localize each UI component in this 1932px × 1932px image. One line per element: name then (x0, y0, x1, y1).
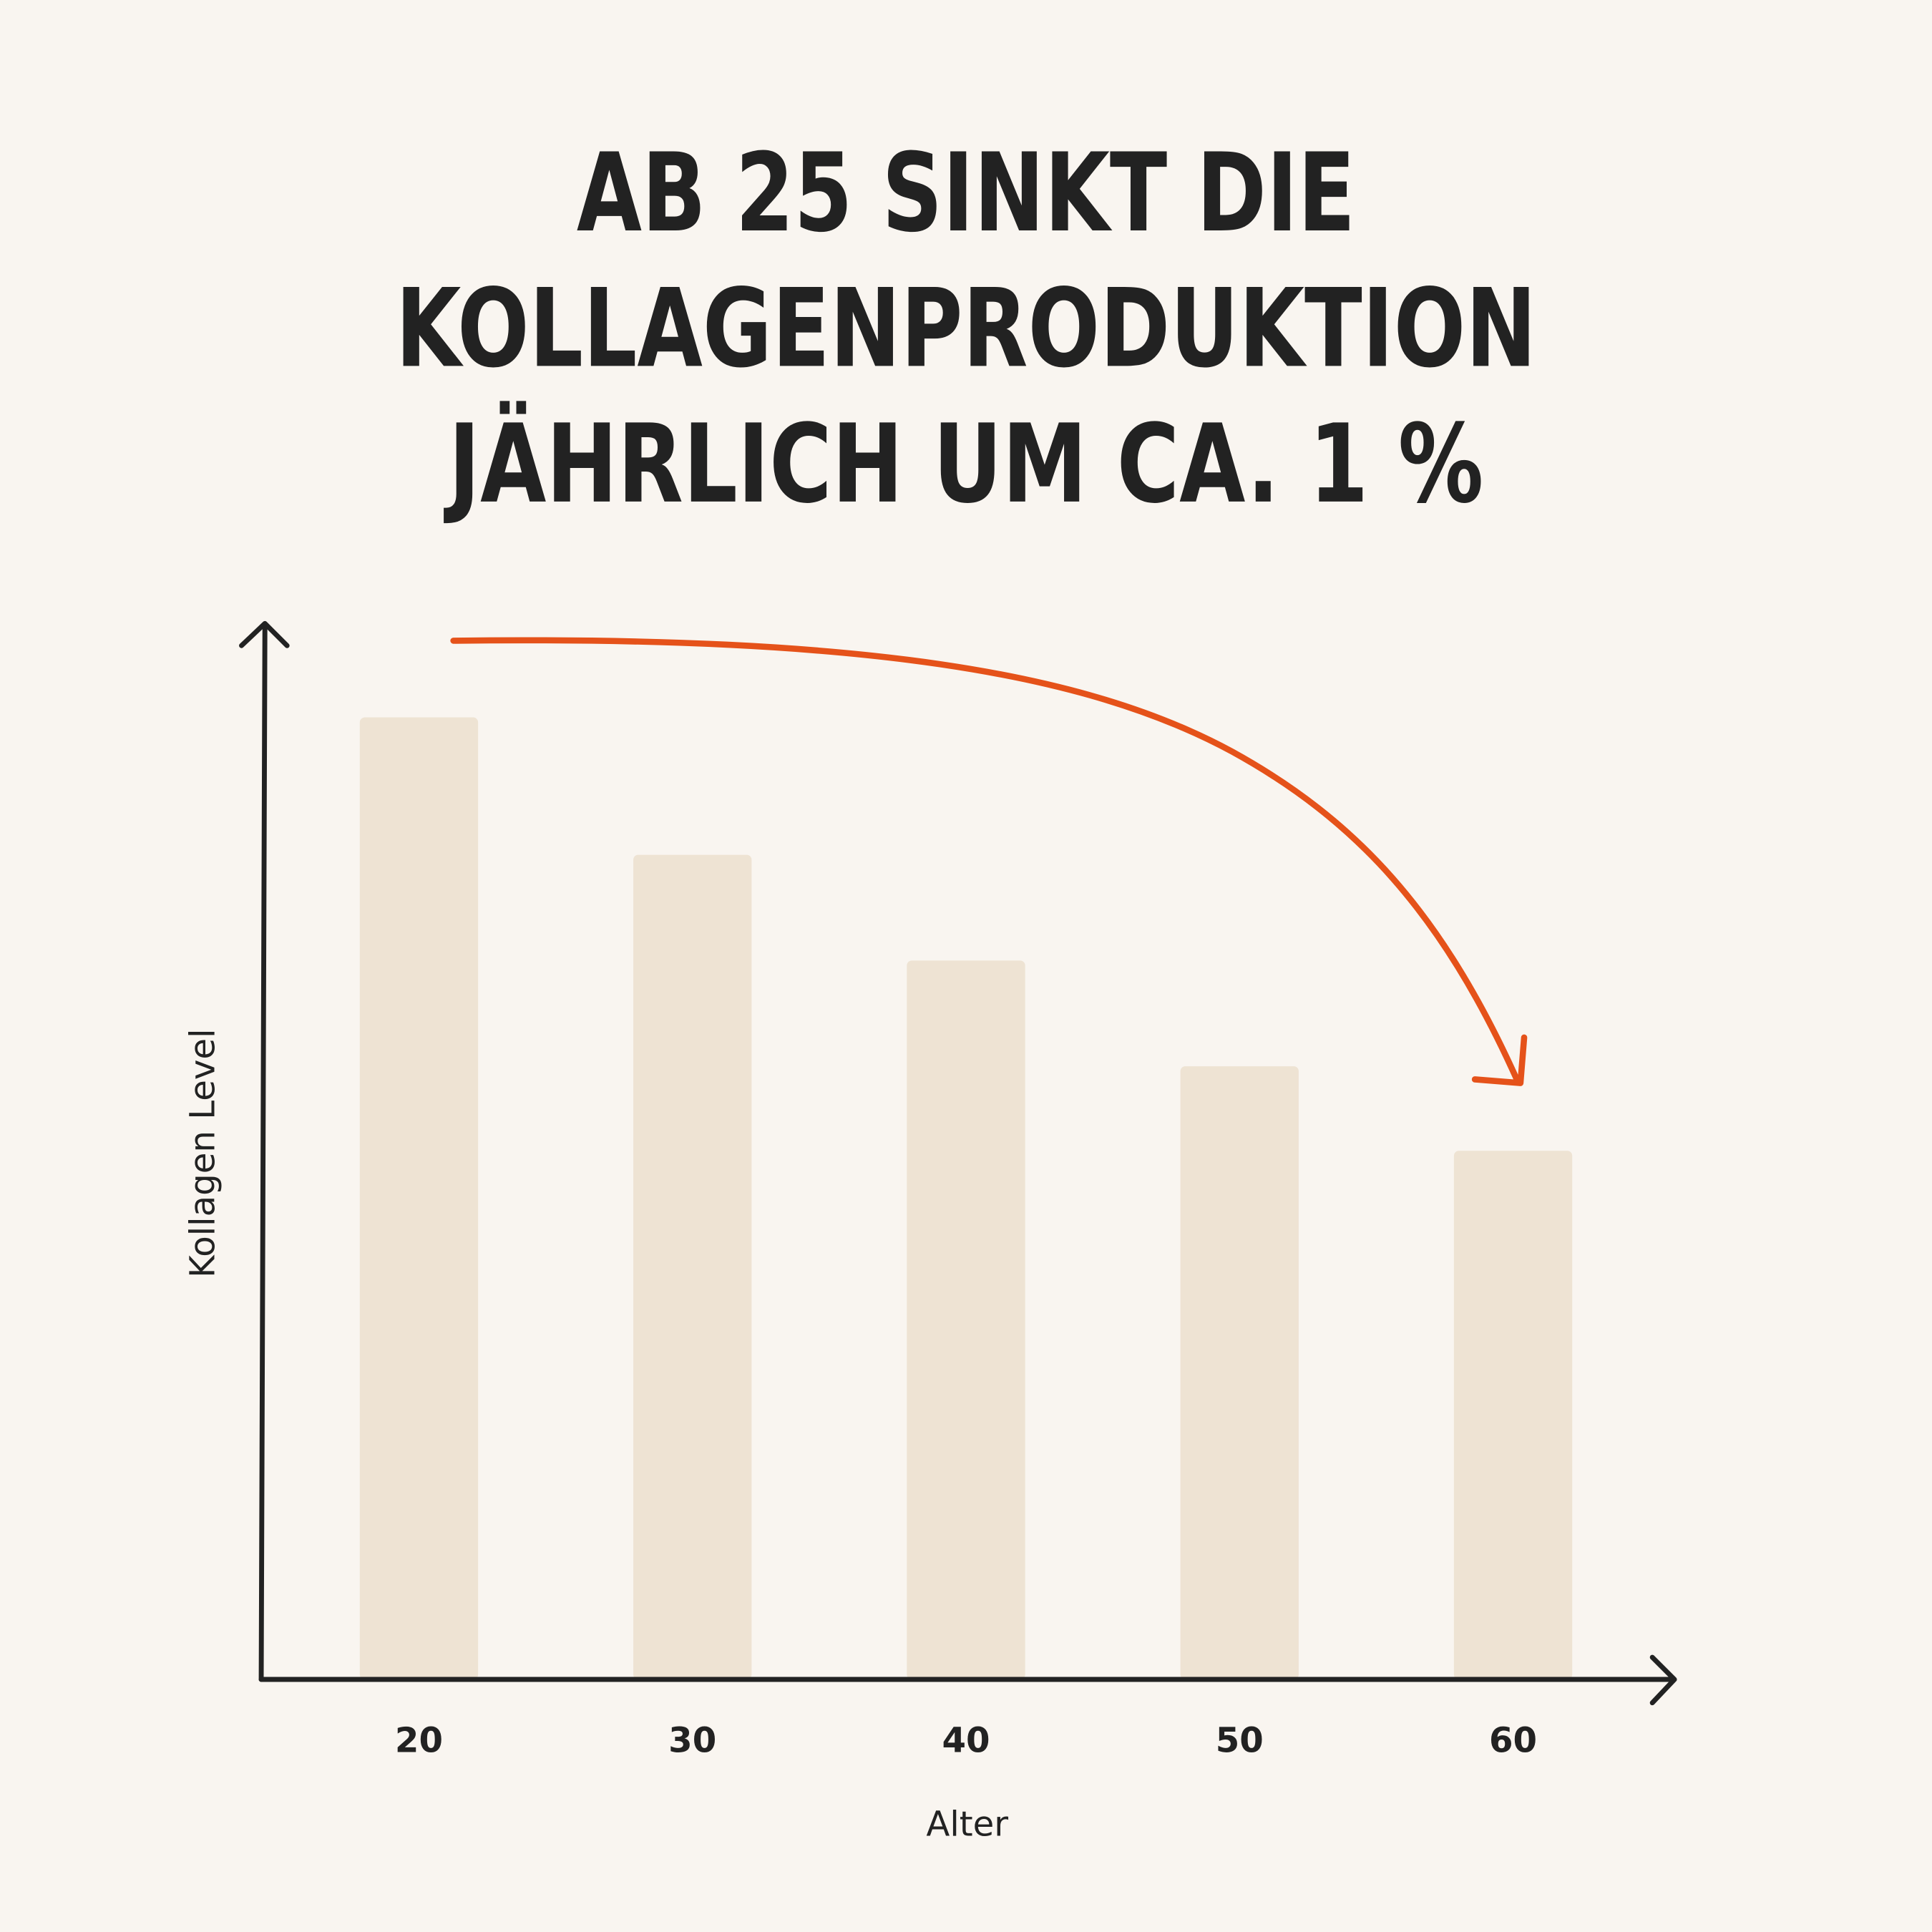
axes (239, 620, 1677, 1706)
bar-40 (907, 960, 1025, 1680)
trend-arrowhead (1471, 1034, 1528, 1086)
trend-curve (450, 637, 1521, 1083)
x-tick-label: 40 (942, 1721, 990, 1761)
y-axis-arrowhead (239, 620, 290, 648)
trend-arrow (450, 637, 1528, 1086)
x-axis-arrowhead (1649, 1654, 1677, 1706)
bar-30 (633, 854, 752, 1680)
x-tick-label: 60 (1489, 1721, 1537, 1761)
y-axis-label: Kollagen Level (183, 1029, 223, 1278)
title-line-1: AB 25 SINKT DIE (577, 130, 1355, 256)
y-axis (258, 622, 268, 1682)
x-tick-label: 30 (668, 1721, 716, 1761)
x-tick-label: 50 (1216, 1721, 1264, 1761)
bar-20 (359, 717, 479, 1680)
title-line-2: KOLLAGENPRODUKTION (396, 265, 1537, 391)
bar-60 (1453, 1151, 1573, 1680)
bar-50 (1180, 1066, 1299, 1680)
title-line-3: JÄHRLICH UM CA. 1 % (444, 401, 1484, 527)
x-axis-label: Alter (926, 1805, 1008, 1845)
x-tick-label: 20 (395, 1721, 443, 1761)
chart-title: AB 25 SINKT DIE KOLLAGENPRODUKTION JÄHRL… (396, 130, 1537, 527)
